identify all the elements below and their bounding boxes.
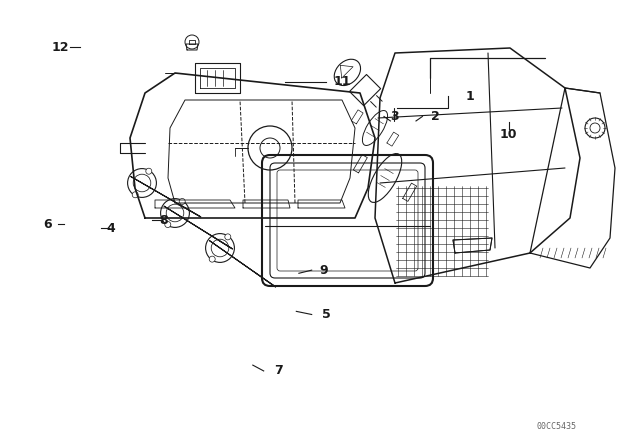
Circle shape bbox=[225, 234, 231, 240]
Circle shape bbox=[164, 221, 171, 228]
Text: 12: 12 bbox=[52, 40, 70, 54]
Text: 8: 8 bbox=[159, 214, 168, 227]
Polygon shape bbox=[453, 238, 492, 253]
Text: 7: 7 bbox=[274, 364, 283, 378]
Circle shape bbox=[209, 256, 215, 262]
Circle shape bbox=[146, 168, 152, 174]
Text: 6: 6 bbox=[44, 217, 52, 231]
Text: 4: 4 bbox=[106, 222, 115, 235]
Text: 1: 1 bbox=[466, 90, 475, 103]
Text: 10: 10 bbox=[500, 128, 518, 141]
Text: 00CC5435: 00CC5435 bbox=[537, 422, 577, 431]
Text: 11: 11 bbox=[333, 75, 351, 88]
Circle shape bbox=[179, 198, 185, 204]
Text: 9: 9 bbox=[319, 263, 328, 277]
Text: 2: 2 bbox=[431, 110, 440, 123]
Text: 5: 5 bbox=[322, 308, 331, 321]
Text: 3: 3 bbox=[390, 110, 399, 123]
Circle shape bbox=[132, 192, 138, 198]
